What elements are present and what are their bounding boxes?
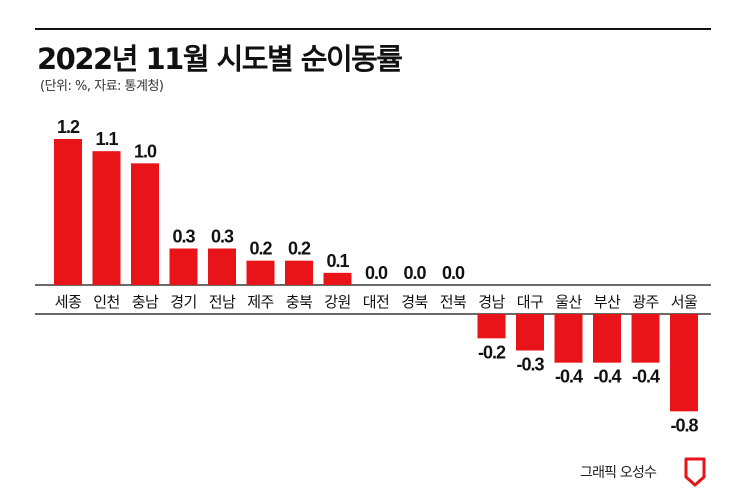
bar — [554, 314, 583, 363]
data-label: 0.0 — [365, 263, 388, 283]
category-label: 대구 — [517, 293, 544, 311]
category-label: 대전 — [363, 293, 390, 311]
category-label: 울산 — [555, 293, 582, 311]
bar — [246, 260, 275, 285]
bar — [631, 314, 660, 363]
bar — [477, 314, 506, 339]
bar — [54, 139, 82, 285]
chart-title: 2022년 11월 시도별 순이동률 — [37, 42, 403, 76]
data-label: -0.4 — [632, 367, 660, 387]
category-label: 부산 — [594, 293, 621, 311]
category-label: 경북 — [401, 293, 428, 311]
category-label: 경남 — [478, 293, 505, 311]
data-label: -0.4 — [555, 367, 583, 387]
data-label: -0.3 — [516, 355, 544, 375]
data-label: 0.1 — [326, 251, 349, 271]
bar — [670, 314, 698, 412]
bar — [131, 163, 159, 285]
bar — [516, 314, 544, 351]
category-label: 전남 — [209, 293, 236, 311]
category-label: 서울 — [671, 293, 698, 311]
category-label: 충남 — [132, 293, 159, 311]
data-label: 0.0 — [442, 263, 465, 283]
chart-subtitle: (단위: %, 자료: 통계청) — [40, 79, 164, 94]
category-label: 인천 — [93, 293, 120, 311]
data-label: -0.2 — [478, 342, 506, 362]
document-logo-icon — [684, 457, 706, 487]
graphic-credit: 그래픽 오성수 — [580, 465, 657, 481]
category-label: 광주 — [632, 293, 659, 311]
bar — [285, 260, 313, 285]
data-label: 0.3 — [211, 227, 234, 247]
category-label: 강원 — [324, 293, 351, 311]
bar — [208, 248, 236, 285]
category-label: 세종 — [55, 293, 82, 311]
category-label: 제주 — [247, 293, 274, 311]
data-label: 0.0 — [403, 263, 426, 283]
category-label: 경기 — [170, 293, 197, 311]
data-label: 1.2 — [57, 117, 80, 137]
top-rule — [35, 28, 711, 30]
bar — [169, 248, 198, 285]
bar — [92, 151, 121, 285]
category-label: 전북 — [440, 293, 467, 311]
data-label: 0.3 — [172, 227, 195, 247]
bar — [323, 272, 352, 285]
data-label: 0.2 — [288, 239, 311, 259]
bar — [593, 314, 621, 363]
category-label: 충북 — [286, 293, 313, 311]
data-label: 0.2 — [249, 239, 272, 259]
data-label: -0.8 — [670, 415, 698, 435]
data-label: 1.1 — [95, 129, 118, 149]
data-label: -0.4 — [593, 367, 621, 387]
data-label: 1.0 — [134, 141, 157, 161]
